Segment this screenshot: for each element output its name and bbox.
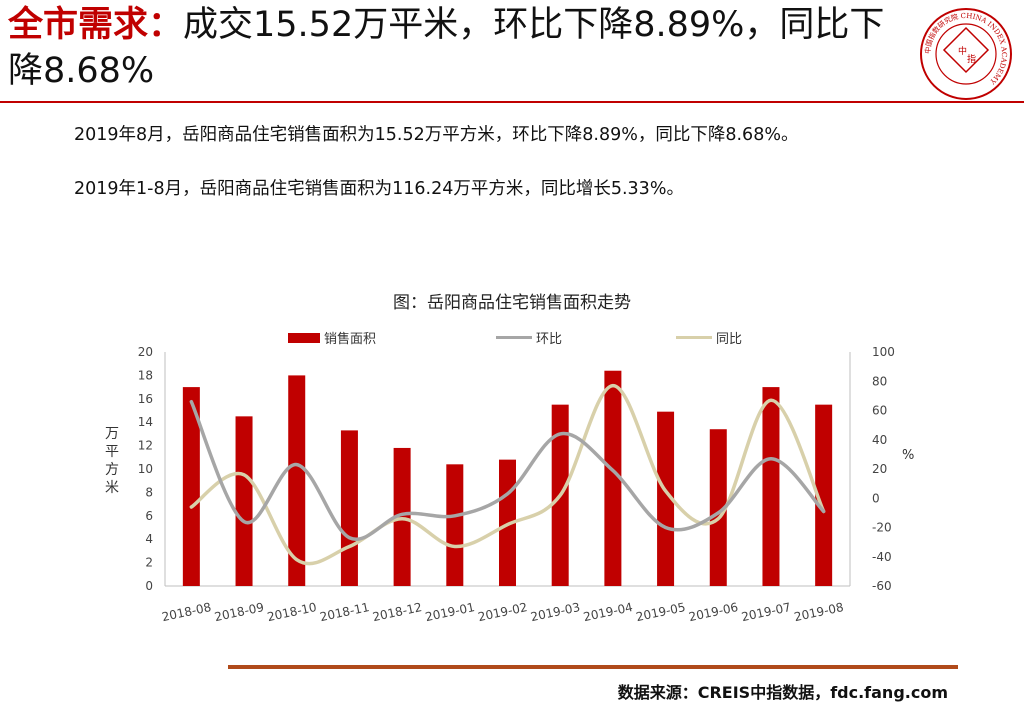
bar — [393, 447, 411, 586]
y-tick-label: 20 — [138, 345, 153, 359]
bar — [815, 404, 833, 586]
legend-label-yoy: 同比 — [716, 332, 743, 347]
y-tick-label: 2 — [145, 556, 153, 570]
x-tick-label: 2019-06 — [687, 600, 739, 624]
x-tick-label: 2019-04 — [582, 600, 634, 624]
y-tick-label: 4 — [145, 532, 153, 546]
bar — [762, 387, 780, 586]
y-tick-label: 10 — [138, 462, 153, 476]
x-tick-label: 2019-08 — [793, 600, 845, 624]
header-divider — [0, 101, 1024, 103]
y2-tick-label: -20 — [872, 521, 892, 535]
chart-legend: 销售面积 环比 同比 — [0, 328, 1024, 347]
x-tick-label: 2018-10 — [266, 600, 318, 624]
x-tick-label: 2019-02 — [477, 600, 529, 624]
bar — [340, 430, 358, 586]
x-tick-label: 2018-12 — [371, 600, 423, 624]
svg-text:指: 指 — [967, 53, 976, 65]
svg-text:中: 中 — [958, 45, 967, 57]
y2-tick-label: 80 — [872, 374, 887, 388]
legend-label-bar: 销售面积 — [324, 332, 377, 347]
yoy-line — [189, 383, 826, 566]
y-tick-label: 6 — [145, 509, 153, 523]
mom-line — [189, 399, 826, 541]
x-tick-label: 2019-01 — [424, 600, 476, 624]
page-title: 全市需求：成交15.52万平米，环比下降8.89%，同比下降8.68% — [8, 2, 908, 94]
x-tick-label: 2018-08 — [161, 600, 213, 624]
summary-paragraph-1: 2019年8月，岳阳商品住宅销售面积为15.52万平方米，环比下降8.89%，同… — [74, 125, 799, 145]
legend-item-mom: 环比 — [496, 328, 562, 347]
bar — [709, 429, 727, 586]
china-index-academy-logo: 中 指 中国指数研究院 CHINA INDEX ACADEMY — [920, 8, 1012, 100]
legend-swatch-yoy — [676, 336, 712, 339]
y-tick-label: 0 — [145, 579, 153, 593]
x-tick-label: 2019-03 — [529, 600, 581, 624]
legend-item-yoy: 同比 — [676, 328, 742, 347]
bar — [657, 411, 675, 586]
footer-divider — [228, 665, 958, 669]
y-axis-label: 万平方米 — [105, 426, 119, 496]
bar — [288, 375, 306, 586]
bar — [235, 416, 253, 586]
y2-tick-label: 20 — [872, 462, 887, 476]
bar — [604, 370, 622, 586]
bar — [446, 464, 464, 586]
summary-paragraph-2: 2019年1-8月，岳阳商品住宅销售面积为116.24万平方米，同比增长5.33… — [74, 179, 684, 199]
x-tick-label: 2018-09 — [213, 600, 265, 624]
x-tick-label: 2019-07 — [740, 600, 792, 624]
data-source: 数据来源：CREIS中指数据，fdc.fang.com — [617, 683, 948, 702]
legend-swatch-bar — [288, 332, 320, 343]
legend-item-bar: 销售面积 — [288, 328, 376, 347]
x-tick-label: 2018-11 — [319, 600, 371, 624]
title-highlight: 全市需求： — [8, 5, 184, 45]
y-tick-label: 12 — [138, 439, 153, 453]
y-tick-label: 18 — [138, 368, 153, 382]
x-tick-label: 2019-05 — [635, 600, 687, 624]
y2-tick-label: 40 — [872, 433, 887, 447]
y2-axis-label: % — [902, 448, 915, 463]
y2-tick-label: 100 — [872, 345, 895, 359]
legend-swatch-mom — [496, 336, 532, 339]
y2-tick-label: 60 — [872, 404, 887, 418]
y2-tick-label: -60 — [872, 579, 892, 593]
y2-tick-label: -40 — [872, 550, 892, 564]
bar — [182, 387, 200, 586]
y-tick-label: 14 — [138, 415, 153, 429]
y2-tick-label: 0 — [872, 491, 880, 505]
title-rest: 成交15.52万平米，环比下降8.89%，同比下降8.68% — [8, 5, 885, 91]
legend-label-mom: 环比 — [536, 332, 563, 347]
y-tick-label: 8 — [145, 485, 153, 499]
chart-title: 图：岳阳商品住宅销售面积走势 — [393, 293, 631, 313]
y-tick-label: 16 — [138, 392, 153, 406]
